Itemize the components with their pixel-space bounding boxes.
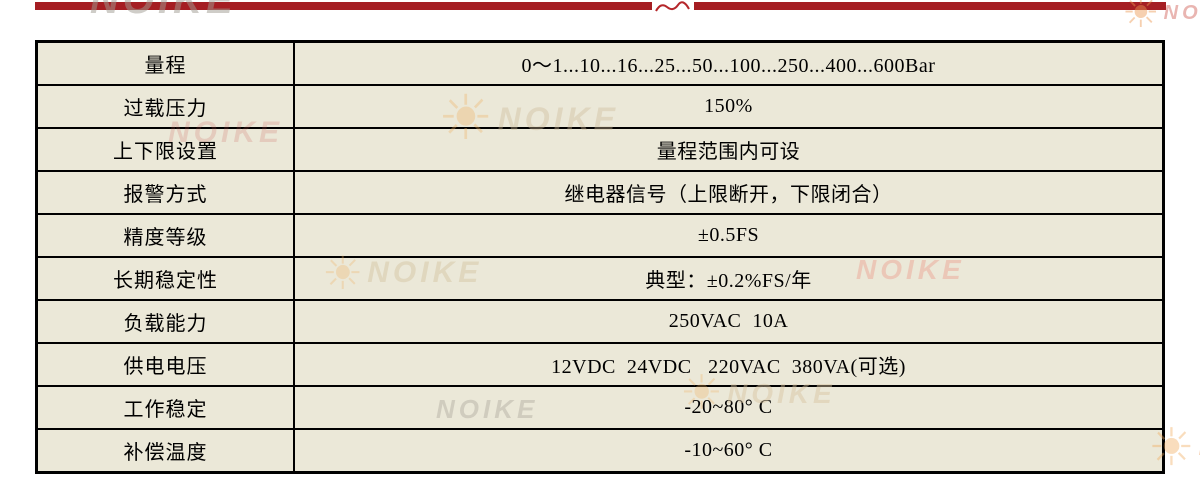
noike-logo-mark (654, 0, 692, 12)
spec-label: 供电电压 (35, 342, 295, 387)
table-row: 上下限设置 量程范围内可设 (35, 127, 1165, 172)
spec-value: -20~80° C (293, 385, 1165, 430)
spec-value: 继电器信号（上限断开，下限闭合） (293, 170, 1165, 215)
table-row: 补偿温度 -10~60° C (35, 428, 1165, 474)
table-row: 工作稳定 -20~80° C (35, 385, 1165, 430)
spec-label: 报警方式 (35, 170, 295, 215)
spec-label: 补偿温度 (35, 428, 295, 474)
spec-value: 150% (293, 84, 1165, 129)
watermark-text: NOIKE (1163, 2, 1200, 24)
spec-label: 精度等级 (35, 213, 295, 258)
spec-value: -10~60° C (293, 428, 1165, 474)
spec-value: 0～1...10...16...25...50...100...250...40… (293, 40, 1165, 86)
table-row: 负载能力 250VAC 10A (35, 299, 1165, 344)
spec-table: 量程 0～1...10...16...25...50...100...250..… (35, 40, 1165, 474)
spec-label: 过载压力 (35, 84, 295, 129)
spec-label: 长期稳定性 (35, 256, 295, 301)
spec-label: 量程 (35, 40, 295, 86)
table-row: 量程 0～1...10...16...25...50...100...250..… (35, 40, 1165, 86)
spec-value: 12VDC 24VDC 220VAC 380VA(可选) (293, 342, 1165, 387)
table-row: 供电电压 12VDC 24VDC 220VAC 380VA(可选) (35, 342, 1165, 387)
table-row: 报警方式 继电器信号（上限断开，下限闭合） (35, 170, 1165, 215)
table-row: 精度等级 ±0.5FS (35, 213, 1165, 258)
spec-value: 250VAC 10A (293, 299, 1165, 344)
spec-label: 工作稳定 (35, 385, 295, 430)
table-row: 长期稳定性 典型：±0.2%FS/年 (35, 256, 1165, 301)
spec-label: 上下限设置 (35, 127, 295, 172)
spec-value: ±0.5FS (293, 213, 1165, 258)
spec-label: 负载能力 (35, 299, 295, 344)
spec-value: 典型：±0.2%FS/年 (293, 256, 1165, 301)
top-red-bar-right (694, 2, 1166, 10)
table-row: 过载压力 150% (35, 84, 1165, 129)
top-red-bar-left (35, 2, 652, 10)
spec-value: 量程范围内可设 (293, 127, 1165, 172)
